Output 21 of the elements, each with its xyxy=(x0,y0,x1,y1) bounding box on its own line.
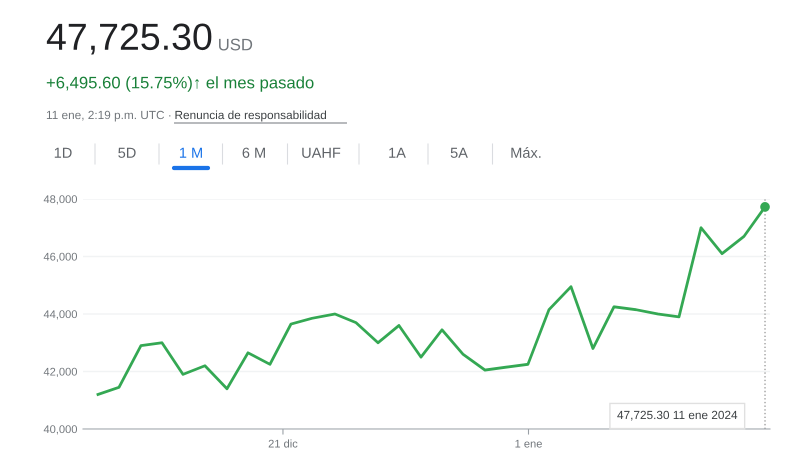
text: 5D xyxy=(118,148,136,158)
text: 1 M xyxy=(180,148,202,158)
y-tick-label: 40,000 xyxy=(44,425,78,434)
y-tick-label: 44,000 xyxy=(44,310,78,320)
x-tick-label: 21 dic xyxy=(268,439,298,448)
text: 1A xyxy=(389,148,406,158)
text: Máx. xyxy=(511,147,540,158)
x-tick-label: 1 ene xyxy=(515,440,542,448)
text: 11 ene, 2:19 p.m. UTC · xyxy=(46,110,170,122)
text: +6,495.60 (15.75%)↑ el mes pasado xyxy=(46,76,314,92)
y-tick-label: 46,000 xyxy=(44,252,78,262)
text: USD xyxy=(219,38,252,50)
text: UAHF xyxy=(302,148,340,158)
text: 5A xyxy=(450,148,468,158)
text: 6 M xyxy=(242,148,265,158)
text: Renuncia de responsabilidad xyxy=(175,110,326,122)
text: 1D xyxy=(54,148,72,158)
y-tick-label: 42,000 xyxy=(44,368,78,377)
annotation: 47,725.30 11 ene 2024 xyxy=(617,410,738,421)
chart-title: 47,725.30 xyxy=(46,24,212,54)
y-tick-label: 48,000 xyxy=(44,195,78,204)
